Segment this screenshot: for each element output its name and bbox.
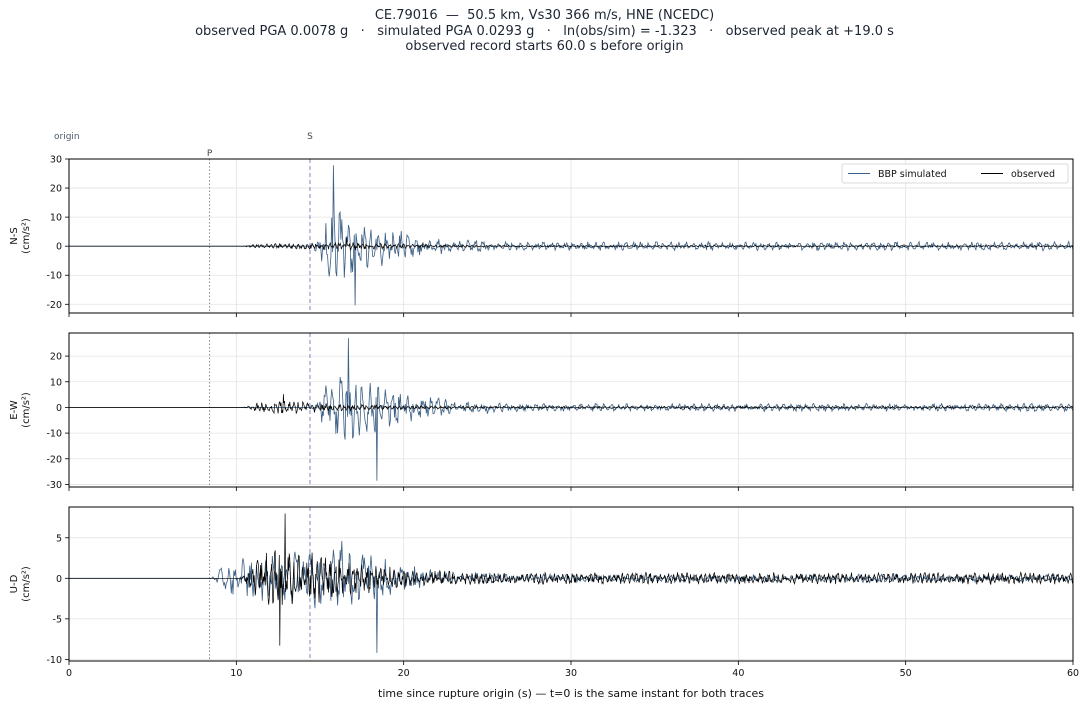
x-tick-label: 50 — [900, 668, 912, 679]
observed-trace — [69, 513, 1074, 646]
chart-title-line-2: observed PGA 0.0078 g · simulated PGA 0.… — [195, 23, 894, 39]
y-tick-label: 30 — [50, 155, 62, 166]
s-marker-label: S — [307, 132, 313, 142]
y-tick-label: 10 — [50, 377, 62, 388]
y-tick-label: 0 — [56, 574, 62, 585]
observed-trace — [69, 237, 1074, 252]
y-axis-label: U-D — [9, 574, 20, 593]
y-tick-label: 20 — [50, 184, 62, 195]
x-tick-label: 10 — [230, 668, 242, 679]
y-tick-label: 0 — [56, 242, 62, 253]
y-tick-label: -5 — [53, 614, 62, 625]
y-axis-unit: (cm/s²) — [21, 566, 32, 602]
p-marker-label: P — [207, 149, 213, 159]
chart-title-line-3: observed record starts 60.0 s before ori… — [405, 39, 684, 54]
y-tick-label: -20 — [46, 454, 62, 465]
y-tick-label: -20 — [46, 300, 62, 311]
y-tick-label: 20 — [50, 352, 62, 363]
y-axis-unit: (cm/s²) — [21, 392, 32, 428]
y-tick-label: 5 — [56, 533, 62, 544]
origin-marker-label: origin — [54, 132, 80, 142]
y-tick-label: -30 — [46, 480, 62, 491]
y-tick-label: -10 — [46, 655, 62, 666]
y-axis-label: E-W — [9, 400, 20, 420]
observed-trace — [69, 394, 1074, 415]
legend-observed-label: observed — [1011, 169, 1055, 180]
y-tick-label: 0 — [56, 403, 62, 414]
legend-simulated-label: BBP simulated — [878, 169, 947, 180]
x-tick-label: 20 — [398, 668, 410, 679]
y-tick-label: 10 — [50, 213, 62, 224]
x-tick-label: 40 — [732, 668, 744, 679]
x-axis-label: time since rupture origin (s) — t=0 is t… — [378, 687, 764, 700]
y-axis-unit: (cm/s²) — [21, 218, 32, 254]
y-tick-label: -10 — [46, 429, 62, 440]
x-tick-label: 60 — [1067, 668, 1079, 679]
legend-box — [841, 163, 1069, 184]
y-tick-label: -10 — [46, 271, 62, 282]
y-axis-label: N-S — [9, 227, 20, 244]
x-tick-label: 0 — [66, 668, 72, 679]
chart-title-block: CE.79016 — 50.5 km, Vs30 366 m/s, HNE (N… — [0, 8, 1089, 55]
chart-title-line-1: CE.79016 — 50.5 km, Vs30 366 m/s, HNE (N… — [374, 8, 715, 23]
x-tick-label: 30 — [565, 668, 577, 679]
